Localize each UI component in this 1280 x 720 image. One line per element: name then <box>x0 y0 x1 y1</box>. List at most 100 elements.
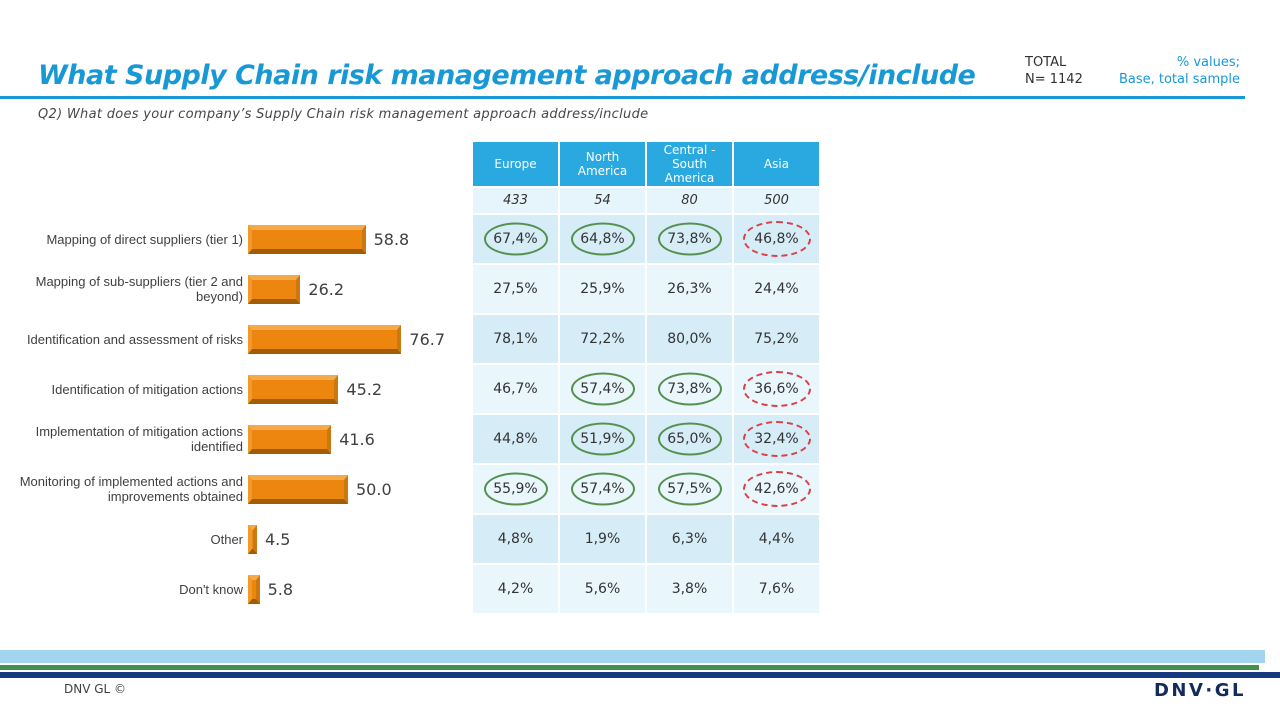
column-header: Central - South America <box>647 142 732 186</box>
cell-text: 36,6% <box>754 381 799 397</box>
column-header: Asia <box>734 142 819 186</box>
chart-row: Other 4.5 <box>0 515 470 563</box>
bar-category-label: Don't know <box>179 581 243 597</box>
bar-value-label: 76.7 <box>409 329 446 349</box>
base-value-cell: 500 <box>734 188 819 213</box>
cell-text: 500 <box>764 193 789 208</box>
footer-stripe-lightblue <box>0 650 1265 663</box>
region-table: Europe North America Central - South Ameri… <box>473 142 821 615</box>
percentage-cell: 73,8% <box>647 365 732 413</box>
chart-row: Don't know 5.8 <box>0 565 470 613</box>
bar <box>248 424 332 454</box>
copyright-text: DNV GL © <box>64 682 127 696</box>
cell-text: 42,6% <box>754 481 799 497</box>
cell-text: 25,9% <box>580 281 625 297</box>
cell-text: 54 <box>594 193 611 208</box>
cell-text: 24,4% <box>754 281 799 297</box>
bar <box>248 274 301 304</box>
title-underline <box>0 96 1245 99</box>
table-data-row: 4,2% 5,6% 3,8% 7,6% <box>473 565 821 613</box>
bar-value-label: 50.0 <box>356 479 392 499</box>
percentage-cell: 65,0% <box>647 415 732 463</box>
bar-category-label: Identification and assessment of risks <box>26 331 243 347</box>
percentage-cell: 6,3% <box>647 515 732 563</box>
bar-value-label: 41.6 <box>339 429 375 449</box>
cell-text: 64,8% <box>580 231 625 247</box>
base-value-cell: 433 <box>473 188 558 213</box>
bar <box>248 224 366 254</box>
bar-category-label: Implementation of mitigation actions ide… <box>35 424 243 454</box>
percentage-cell: 67,4% <box>473 215 558 263</box>
cell-text: 80 <box>681 193 698 208</box>
percentage-cell: 46,8% <box>734 215 819 263</box>
percentage-cell: 46,7% <box>473 365 558 413</box>
bar-category-label: Monitoring of implemented actions and im… <box>19 474 243 504</box>
cell-text: 57,4% <box>580 381 625 397</box>
percentage-cell: 75,2% <box>734 315 819 363</box>
table-data-row: 44,8% 51,9% 65,0% 32,4% <box>473 415 821 463</box>
percentage-cell: 73,8% <box>647 215 732 263</box>
column-header: North America <box>560 142 645 186</box>
note-line-1: % values; <box>1176 55 1240 70</box>
cell-text: 1,9% <box>584 531 621 547</box>
cell-text: 4,2% <box>497 581 534 597</box>
cell-text: 5,6% <box>584 581 621 597</box>
chart-row: Monitoring of implemented actions and im… <box>0 465 470 513</box>
cell-text: 72,2% <box>580 331 625 347</box>
total-sample-block: TOTAL N= 1142 <box>1025 54 1083 88</box>
chart-row: Mapping of sub-suppliers (tier 2 and bey… <box>0 265 470 313</box>
cell-text: 433 <box>503 193 528 208</box>
percentage-cell: 57,4% <box>560 465 645 513</box>
cell-text: 26,3% <box>667 281 712 297</box>
cell-text: 67,4% <box>493 231 538 247</box>
percentage-cell: 42,6% <box>734 465 819 513</box>
cell-text: 73,8% <box>667 381 712 397</box>
cell-text: 4,4% <box>758 531 795 547</box>
bar-value-label: 45.2 <box>346 379 383 399</box>
percentage-cell: 3,8% <box>647 565 732 613</box>
base-value-cell: 80 <box>647 188 732 213</box>
chart-row: Identification and assessment of risks 76… <box>0 315 470 363</box>
bar-category-label: Identification of mitigation actions <box>51 381 244 397</box>
footer-stripe-navy <box>0 672 1280 678</box>
chart-row: Implementation of mitigation actions ide… <box>0 415 470 463</box>
bar-category-label: Mapping of direct suppliers (tier 1) <box>46 231 243 247</box>
table-data-row: 78,1% 72,2% 80,0% 75,2% <box>473 315 821 363</box>
percentage-cell: 51,9% <box>560 415 645 463</box>
percentage-cell: 27,5% <box>473 265 558 313</box>
table-data-row: 46,7% 57,4% 73,8% 36,6% <box>473 365 821 413</box>
percentage-cell: 4,4% <box>734 515 819 563</box>
percentage-cell: 26,3% <box>647 265 732 313</box>
values-note-block: % values; Base, total sample <box>1119 54 1240 88</box>
note-line-2: Base, total sample <box>1118 72 1240 87</box>
cell-text: 80,0% <box>667 331 712 347</box>
cell-text: 7,6% <box>758 581 795 597</box>
cell-text: 46,7% <box>493 381 538 397</box>
percentage-cell: 25,9% <box>560 265 645 313</box>
cell-text: Asia <box>763 157 790 171</box>
bar-value-label: 58.8 <box>373 229 410 249</box>
percentage-cell: 36,6% <box>734 365 819 413</box>
base-value-cell: 54 <box>560 188 645 213</box>
percentage-cell: 4,8% <box>473 515 558 563</box>
footer-stripe-green <box>0 665 1259 670</box>
percentage-cell: 5,6% <box>560 565 645 613</box>
page-title: What Supply Chain risk management approa… <box>38 60 976 91</box>
percentage-cell: 44,8% <box>473 415 558 463</box>
cell-text: 4,8% <box>497 531 534 547</box>
cell-text: 78,1% <box>493 331 538 347</box>
cell-text: 44,8% <box>493 431 538 447</box>
bar <box>248 474 348 504</box>
bar-category-label: Other <box>210 531 243 547</box>
bar-value-label: 26.2 <box>308 279 345 299</box>
cell-text: 73,8% <box>667 231 712 247</box>
percentage-cell: 78,1% <box>473 315 558 363</box>
question-text: Q2) What does your company’s Supply Chai… <box>38 107 649 122</box>
cell-text: 46,8% <box>754 231 799 247</box>
bar <box>248 524 257 554</box>
cell-text: 27,5% <box>493 281 538 297</box>
cell-text: 6,3% <box>671 531 708 547</box>
total-n: N= 1142 <box>1025 72 1083 87</box>
column-header: Europe <box>473 142 558 186</box>
dnv-gl-logo: DNV·GL <box>1153 680 1246 701</box>
